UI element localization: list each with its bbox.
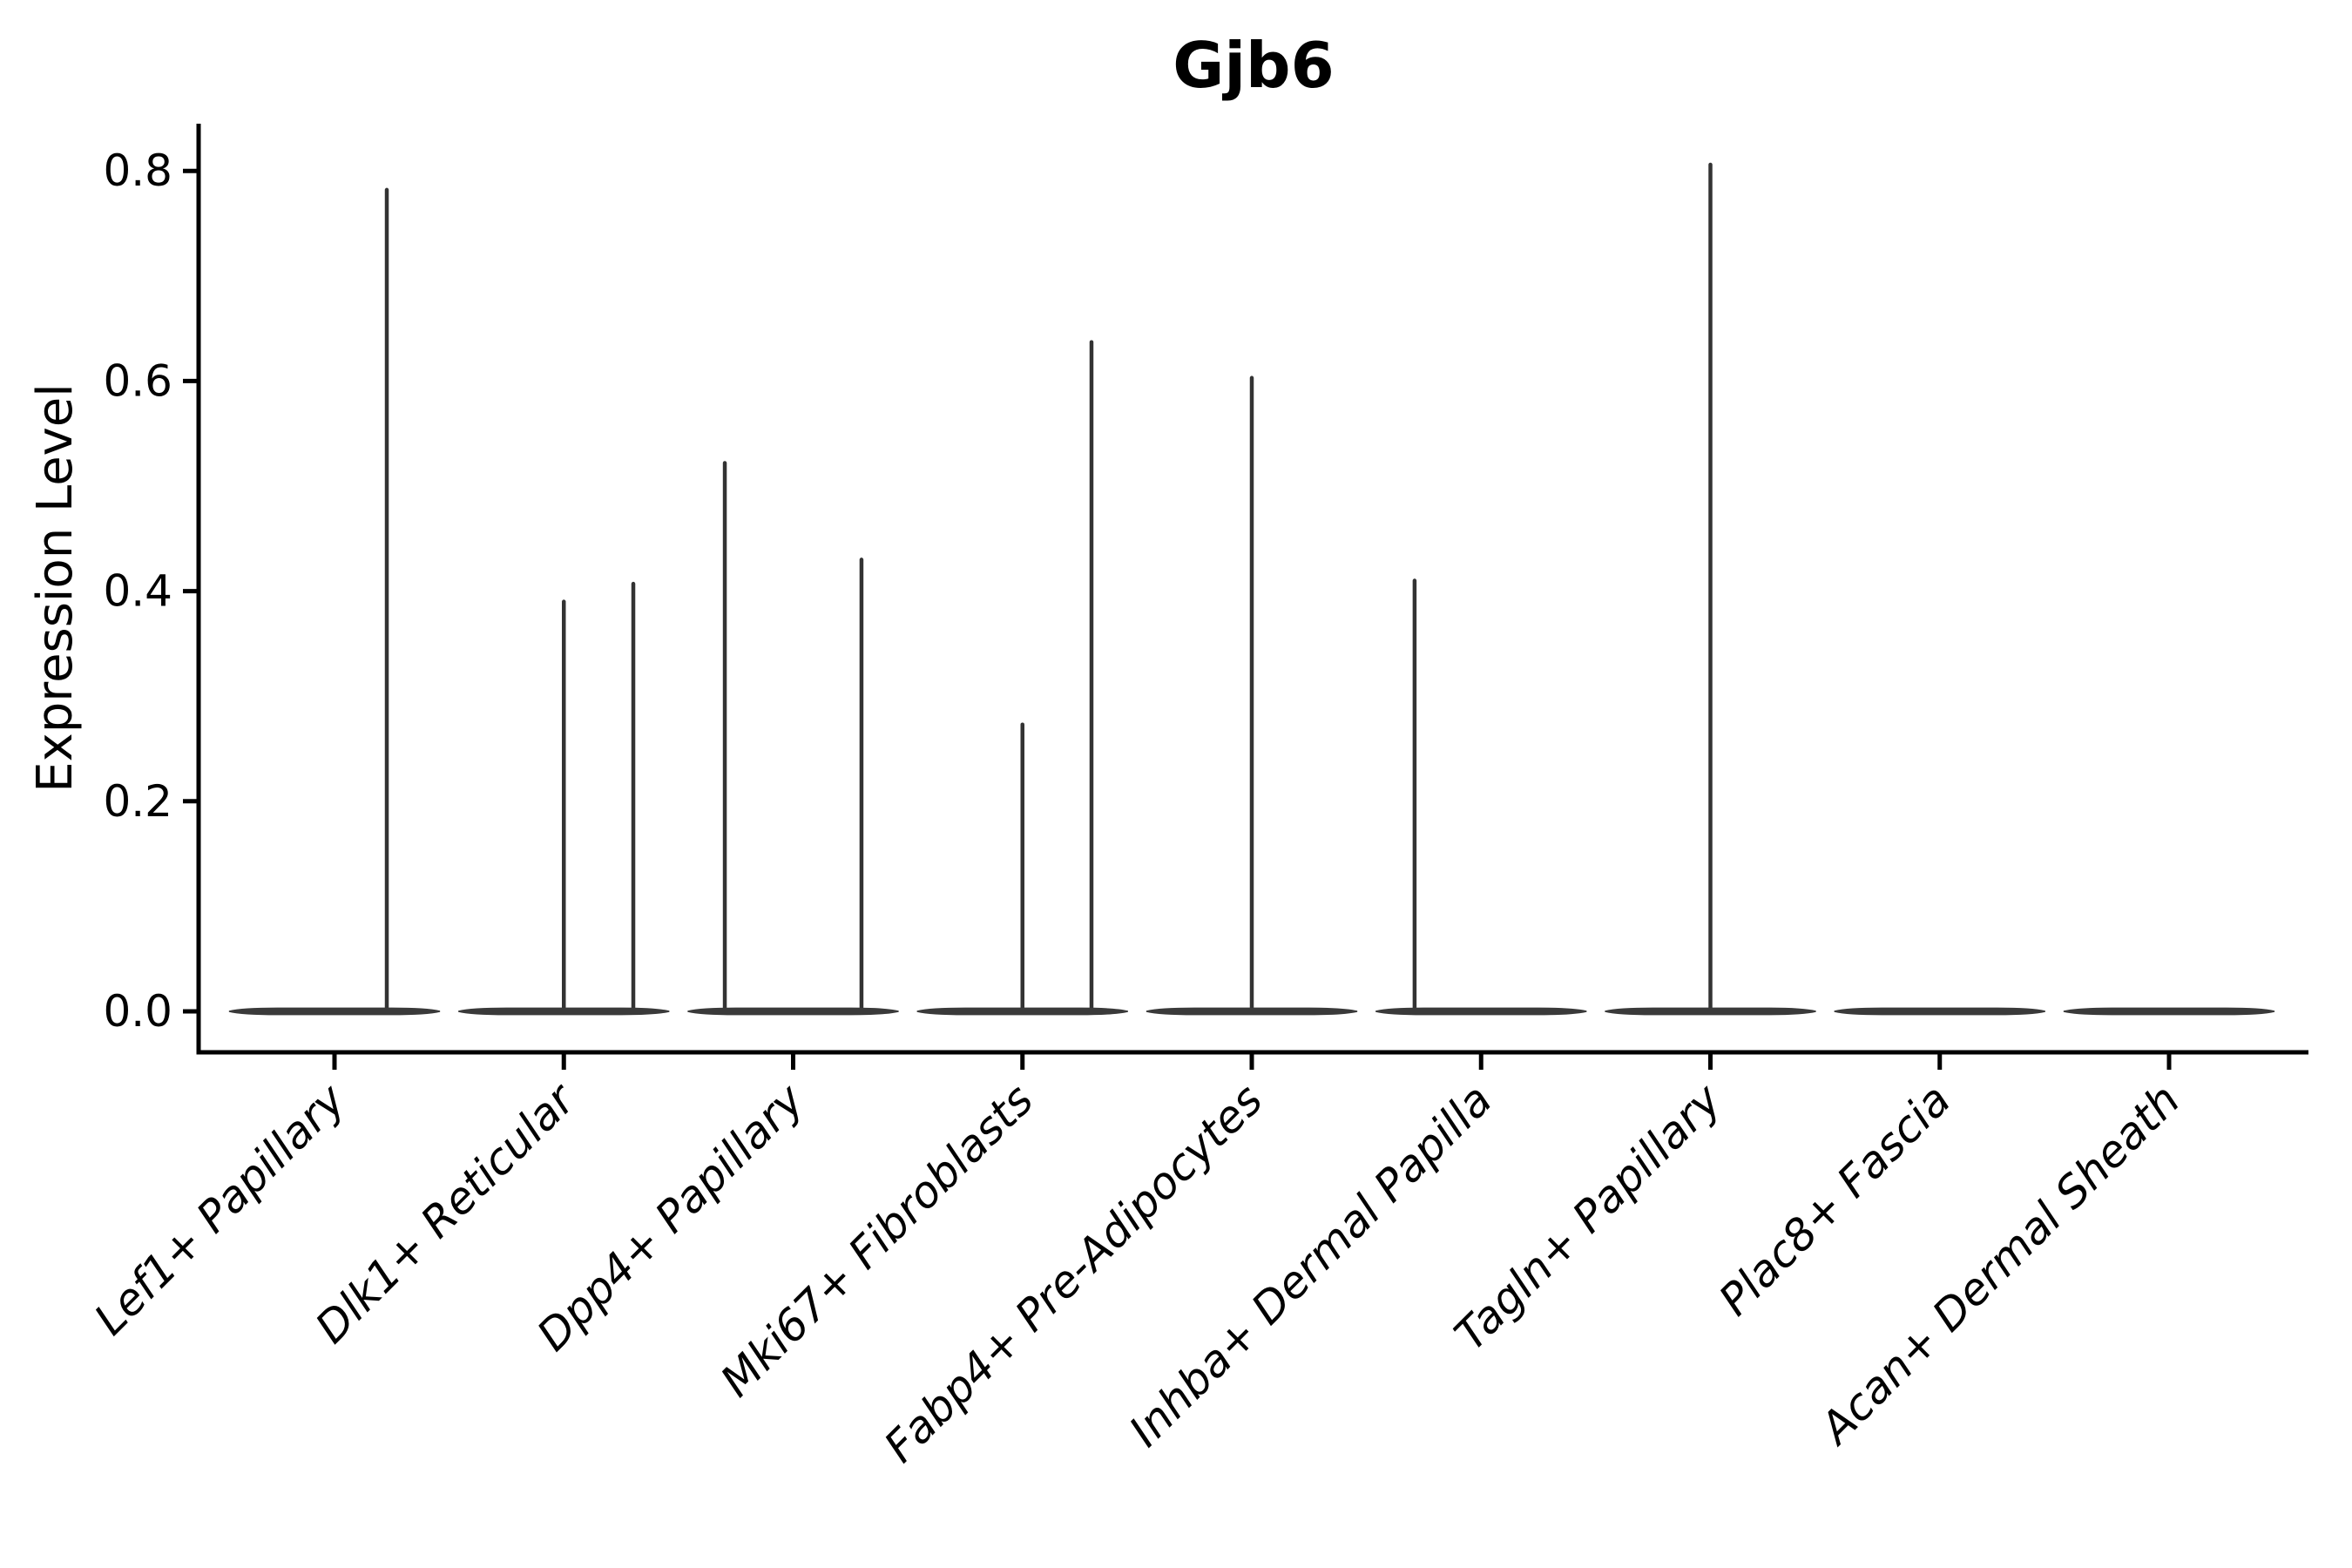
violin-baseline-body xyxy=(1375,1007,1587,1016)
violin-baseline-body xyxy=(228,1007,441,1016)
violin-baseline-body xyxy=(1834,1007,2045,1016)
y-tick-label: 0.2 xyxy=(103,776,172,827)
violin-baseline-body xyxy=(916,1007,1128,1016)
y-tick-label: 0.4 xyxy=(103,566,172,617)
violin-baseline-body xyxy=(2063,1007,2275,1016)
y-tick-label: 0.8 xyxy=(103,145,172,196)
x-tick-label: Acan+ Dermal Sheath xyxy=(1809,1074,2190,1455)
x-tick-label: Plac8+ Fascia xyxy=(1709,1074,1960,1325)
y-axis-title: Expression Level xyxy=(27,383,84,793)
y-tick-label: 0.6 xyxy=(103,355,172,406)
violin-baseline-body xyxy=(1605,1007,1816,1016)
x-tick-label: Inhba+ Dermal Papilla xyxy=(1119,1074,1501,1456)
violin-baseline-body xyxy=(1146,1007,1358,1016)
violin-baseline-body xyxy=(687,1007,899,1016)
chart-title: Gjb6 xyxy=(1173,29,1334,102)
y-tick-label: 0.0 xyxy=(103,986,172,1037)
violin-baseline-body xyxy=(458,1007,670,1016)
x-tick-label: Lef1+ Papillary xyxy=(84,1073,355,1344)
x-tick-label: Fabp4+ Pre-Adipocytes xyxy=(875,1074,1273,1472)
